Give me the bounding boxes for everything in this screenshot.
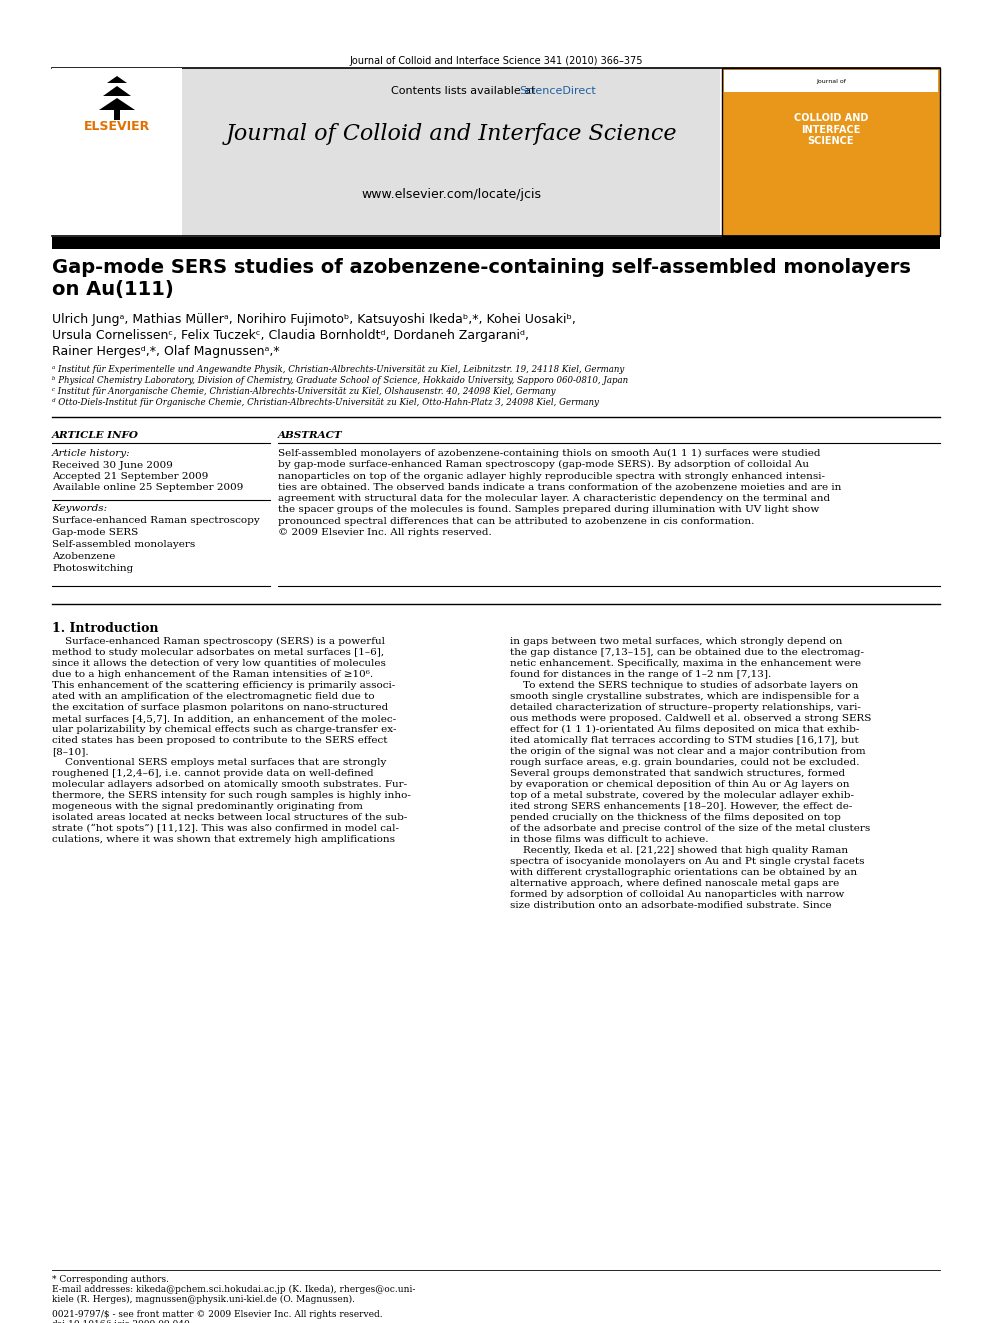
Text: alternative approach, where defined nanoscale metal gaps are: alternative approach, where defined nano…	[510, 878, 839, 888]
Text: on Au(111): on Au(111)	[52, 280, 174, 299]
Text: 1. Introduction: 1. Introduction	[52, 622, 159, 635]
Text: Rainer Hergesᵈ,*, Olaf Magnussenᵃ,*: Rainer Hergesᵈ,*, Olaf Magnussenᵃ,*	[52, 345, 280, 359]
Text: Self-assembled monolayers: Self-assembled monolayers	[52, 540, 195, 549]
Text: culations, where it was shown that extremely high amplifications: culations, where it was shown that extre…	[52, 835, 395, 844]
Text: spectra of isocyanide monolayers on Au and Pt single crystal facets: spectra of isocyanide monolayers on Au a…	[510, 857, 864, 867]
Text: ᶜ Institut für Anorganische Chemie, Christian-Albrechts-Universität zu Kiel, Ols: ᶜ Institut für Anorganische Chemie, Chri…	[52, 388, 556, 396]
Text: Received 30 June 2009: Received 30 June 2009	[52, 460, 173, 470]
Text: ular polarizability by chemical effects such as charge-transfer ex-: ular polarizability by chemical effects …	[52, 725, 397, 734]
Text: nanoparticles on top of the organic adlayer highly reproducible spectra with str: nanoparticles on top of the organic adla…	[278, 471, 825, 480]
Text: Recently, Ikeda et al. [21,22] showed that high quality Raman: Recently, Ikeda et al. [21,22] showed th…	[510, 845, 848, 855]
Text: Self-assembled monolayers of azobenzene-containing thiols on smooth Au(1 1 1) su: Self-assembled monolayers of azobenzene-…	[278, 448, 820, 458]
Text: * Corresponding authors.: * Corresponding authors.	[52, 1275, 169, 1285]
Text: Journal of Colloid and Interface Science: Journal of Colloid and Interface Science	[225, 123, 677, 146]
Text: thermore, the SERS intensity for such rough samples is highly inho-: thermore, the SERS intensity for such ro…	[52, 791, 411, 800]
Text: ARTICLE INFO: ARTICLE INFO	[52, 431, 139, 441]
Text: COLLOID AND
INTERFACE
SCIENCE: COLLOID AND INTERFACE SCIENCE	[794, 112, 868, 147]
Text: Conventional SERS employs metal surfaces that are strongly: Conventional SERS employs metal surfaces…	[52, 758, 386, 767]
Text: formed by adsorption of colloidal Au nanoparticles with narrow: formed by adsorption of colloidal Au nan…	[510, 890, 844, 900]
Text: agreement with structural data for the molecular layer. A characteristic depende: agreement with structural data for the m…	[278, 495, 830, 503]
Polygon shape	[103, 86, 131, 97]
Text: Ulrich Jungᵃ, Mathias Müllerᵃ, Norihiro Fujimotoᵇ, Katsuyoshi Ikedaᵇ,*, Kohei Uo: Ulrich Jungᵃ, Mathias Müllerᵃ, Norihiro …	[52, 314, 576, 325]
Text: E-mail addresses: kikeda@pchem.sci.hokudai.ac.jp (K. Ikeda), rherges@oc.uni-: E-mail addresses: kikeda@pchem.sci.hokud…	[52, 1285, 416, 1294]
Text: ties are obtained. The observed bands indicate a trans conformation of the azobe: ties are obtained. The observed bands in…	[278, 483, 841, 492]
Text: pended crucially on the thickness of the films deposited on top: pended crucially on the thickness of the…	[510, 814, 841, 822]
Text: by gap-mode surface-enhanced Raman spectroscopy (gap-mode SERS). By adsorption o: by gap-mode surface-enhanced Raman spect…	[278, 460, 809, 470]
Text: Photoswitching: Photoswitching	[52, 564, 133, 573]
Text: of the adsorbate and precise control of the size of the metal clusters: of the adsorbate and precise control of …	[510, 824, 870, 833]
Text: Article history:: Article history:	[52, 448, 131, 458]
Bar	[114, 110, 120, 120]
Text: ELSEVIER: ELSEVIER	[84, 119, 150, 132]
Text: ᵃ Institut für Experimentelle und Angewandte Physik, Christian-Albrechts-Univers: ᵃ Institut für Experimentelle und Angewa…	[52, 365, 624, 374]
Text: Ursula Cornelissenᶜ, Felix Tuczekᶜ, Claudia Bornholdtᵈ, Dordaneh Zargaraniᵈ,: Ursula Cornelissenᶜ, Felix Tuczekᶜ, Clau…	[52, 329, 529, 343]
Text: cited states has been proposed to contribute to the SERS effect: cited states has been proposed to contri…	[52, 736, 388, 745]
Text: found for distances in the range of 1–2 nm [7,13].: found for distances in the range of 1–2 …	[510, 669, 771, 679]
Bar	[182, 67, 720, 235]
Text: pronounced spectral differences that can be attributed to azobenzene in cis conf: pronounced spectral differences that can…	[278, 517, 754, 525]
Text: size distribution onto an adsorbate-modified substrate. Since: size distribution onto an adsorbate-modi…	[510, 901, 831, 910]
Text: top of a metal substrate, covered by the molecular adlayer exhib-: top of a metal substrate, covered by the…	[510, 791, 854, 800]
Text: To extend the SERS technique to studies of adsorbate layers on: To extend the SERS technique to studies …	[510, 681, 858, 691]
Text: Gap-mode SERS: Gap-mode SERS	[52, 528, 138, 537]
Text: ᵈ Otto-Diels-Institut für Organische Chemie, Christian-Albrechts-Universität zu : ᵈ Otto-Diels-Institut für Organische Che…	[52, 398, 599, 407]
Text: Accepted 21 September 2009: Accepted 21 September 2009	[52, 472, 208, 482]
Text: Azobenzene: Azobenzene	[52, 552, 115, 561]
Text: molecular adlayers adsorbed on atomically smooth substrates. Fur-: molecular adlayers adsorbed on atomicall…	[52, 781, 407, 789]
Text: in gaps between two metal surfaces, which strongly depend on: in gaps between two metal surfaces, whic…	[510, 636, 842, 646]
Text: © 2009 Elsevier Inc. All rights reserved.: © 2009 Elsevier Inc. All rights reserved…	[278, 528, 492, 537]
Text: metal surfaces [4,5,7]. In addition, an enhancement of the molec-: metal surfaces [4,5,7]. In addition, an …	[52, 714, 396, 722]
Text: with different crystallographic orientations can be obtained by an: with different crystallographic orientat…	[510, 868, 857, 877]
Text: ited atomically flat terraces according to STM studies [16,17], but: ited atomically flat terraces according …	[510, 736, 859, 745]
Text: This enhancement of the scattering efficiency is primarily associ-: This enhancement of the scattering effic…	[52, 681, 395, 691]
Text: doi:10.1016/j.jcis.2009.09.040: doi:10.1016/j.jcis.2009.09.040	[52, 1320, 190, 1323]
Text: due to a high enhancement of the Raman intensities of ≥10⁶.: due to a high enhancement of the Raman i…	[52, 669, 373, 679]
Text: Surface-enhanced Raman spectroscopy (SERS) is a powerful: Surface-enhanced Raman spectroscopy (SER…	[52, 636, 385, 646]
Text: the excitation of surface plasmon polaritons on nano-structured: the excitation of surface plasmon polari…	[52, 703, 388, 712]
Text: Surface-enhanced Raman spectroscopy: Surface-enhanced Raman spectroscopy	[52, 516, 260, 525]
Text: the origin of the signal was not clear and a major contribution from: the origin of the signal was not clear a…	[510, 747, 866, 755]
Text: the gap distance [7,13–15], can be obtained due to the electromag-: the gap distance [7,13–15], can be obtai…	[510, 648, 864, 658]
Bar	[52, 237, 940, 249]
Text: isolated areas located at necks between local structures of the sub-: isolated areas located at necks between …	[52, 814, 408, 822]
Text: roughened [1,2,4–6], i.e. cannot provide data on well-defined: roughened [1,2,4–6], i.e. cannot provide…	[52, 769, 374, 778]
Text: rough surface areas, e.g. grain boundaries, could not be excluded.: rough surface areas, e.g. grain boundari…	[510, 758, 859, 767]
Polygon shape	[107, 75, 127, 83]
Text: ited strong SERS enhancements [18–20]. However, the effect de-: ited strong SERS enhancements [18–20]. H…	[510, 802, 852, 811]
Text: ated with an amplification of the electromagnetic field due to: ated with an amplification of the electr…	[52, 692, 375, 701]
Text: ScienceDirect: ScienceDirect	[519, 86, 596, 97]
Text: Available online 25 September 2009: Available online 25 September 2009	[52, 483, 243, 492]
Text: Journal of: Journal of	[816, 78, 846, 83]
Text: mogeneous with the signal predominantly originating from: mogeneous with the signal predominantly …	[52, 802, 363, 811]
Text: Keywords:: Keywords:	[52, 504, 107, 513]
Polygon shape	[99, 98, 135, 110]
Text: ous methods were proposed. Caldwell et al. observed a strong SERS: ous methods were proposed. Caldwell et a…	[510, 714, 871, 722]
Text: Journal of Colloid and Interface Science 341 (2010) 366–375: Journal of Colloid and Interface Science…	[349, 56, 643, 66]
Text: smooth single crystalline substrates, which are indispensible for a: smooth single crystalline substrates, wh…	[510, 692, 859, 701]
Text: ABSTRACT: ABSTRACT	[278, 431, 342, 441]
Text: www.elsevier.com/locate/jcis: www.elsevier.com/locate/jcis	[361, 188, 541, 201]
Text: by evaporation or chemical deposition of thin Au or Ag layers on: by evaporation or chemical deposition of…	[510, 781, 849, 789]
Text: 0021-9797/$ - see front matter © 2009 Elsevier Inc. All rights reserved.: 0021-9797/$ - see front matter © 2009 El…	[52, 1310, 383, 1319]
Bar	[722, 67, 940, 235]
Bar	[52, 67, 182, 235]
Text: method to study molecular adsorbates on metal surfaces [1–6],: method to study molecular adsorbates on …	[52, 648, 384, 658]
Text: since it allows the detection of very low quantities of molecules: since it allows the detection of very lo…	[52, 659, 386, 668]
Bar	[724, 70, 938, 93]
Text: the spacer groups of the molecules is found. Samples prepared during illuminatio: the spacer groups of the molecules is fo…	[278, 505, 819, 515]
Text: strate (“hot spots”) [11,12]. This was also confirmed in model cal-: strate (“hot spots”) [11,12]. This was a…	[52, 824, 399, 833]
Text: kiele (R. Herges), magnussen@physik.uni-kiel.de (O. Magnussen).: kiele (R. Herges), magnussen@physik.uni-…	[52, 1295, 355, 1304]
Text: detailed characterization of structure–property relationships, vari-: detailed characterization of structure–p…	[510, 703, 861, 712]
Text: netic enhancement. Specifically, maxima in the enhancement were: netic enhancement. Specifically, maxima …	[510, 659, 861, 668]
Text: Several groups demonstrated that sandwich structures, formed: Several groups demonstrated that sandwic…	[510, 769, 845, 778]
Text: ᵇ Physical Chemistry Laboratory, Division of Chemistry, Graduate School of Scien: ᵇ Physical Chemistry Laboratory, Divisio…	[52, 376, 628, 385]
Text: Contents lists available at: Contents lists available at	[391, 86, 539, 97]
Text: effect for (1 1 1)-orientated Au films deposited on mica that exhib-: effect for (1 1 1)-orientated Au films d…	[510, 725, 859, 734]
Text: Gap-mode SERS studies of azobenzene-containing self-assembled monolayers: Gap-mode SERS studies of azobenzene-cont…	[52, 258, 911, 277]
Text: in those films was difficult to achieve.: in those films was difficult to achieve.	[510, 835, 708, 844]
Text: [8–10].: [8–10].	[52, 747, 88, 755]
